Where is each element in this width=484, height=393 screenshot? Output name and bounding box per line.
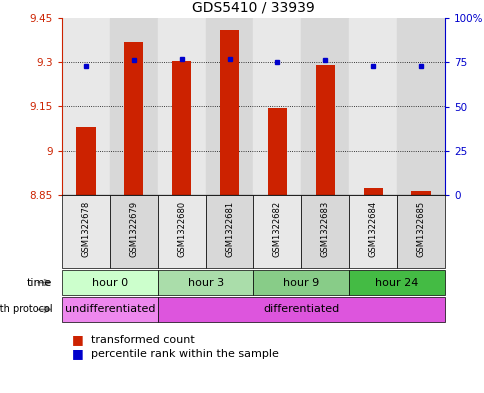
Text: GSM1322678: GSM1322678 [81,201,90,257]
Bar [301,18,348,195]
Bar [220,30,239,195]
Bar [76,127,95,195]
Bar [157,297,444,322]
Bar [62,297,157,322]
Text: GSM1322681: GSM1322681 [225,201,234,257]
Text: growth protocol: growth protocol [0,305,52,314]
Bar [396,195,444,268]
Bar [62,270,157,295]
Bar [301,195,348,268]
Text: hour 9: hour 9 [283,277,319,288]
Text: ■: ■ [72,334,83,347]
Text: hour 0: hour 0 [91,277,128,288]
Text: ■: ■ [72,347,83,360]
Text: GSM1322682: GSM1322682 [272,201,281,257]
Bar [172,61,191,195]
Bar [157,195,205,268]
Bar [124,42,143,195]
Text: hour 24: hour 24 [375,277,418,288]
Bar [157,18,205,195]
Bar [396,18,444,195]
Bar [253,195,301,268]
Bar [62,195,110,268]
Text: GSM1322685: GSM1322685 [416,201,424,257]
Text: hour 3: hour 3 [187,277,223,288]
Text: time: time [27,277,52,288]
Bar [110,18,157,195]
Text: GSM1322684: GSM1322684 [368,201,377,257]
Bar [205,18,253,195]
Bar [315,65,334,195]
Text: GSM1322679: GSM1322679 [129,201,138,257]
Bar [348,18,396,195]
Bar [267,108,287,195]
Bar [410,191,430,195]
Bar [110,195,157,268]
Bar [348,270,444,295]
Text: GSM1322680: GSM1322680 [177,201,186,257]
Bar [157,270,253,295]
Title: GDS5410 / 33939: GDS5410 / 33939 [192,0,314,14]
Text: undifferentiated: undifferentiated [64,305,155,314]
Text: transformed count: transformed count [91,335,195,345]
Bar [253,270,348,295]
Bar [363,187,382,195]
Text: differentiated: differentiated [263,305,339,314]
Text: GSM1322683: GSM1322683 [320,201,329,257]
Bar [253,18,301,195]
Bar [62,18,110,195]
Text: percentile rank within the sample: percentile rank within the sample [91,349,278,359]
Bar [205,195,253,268]
Bar [348,195,396,268]
